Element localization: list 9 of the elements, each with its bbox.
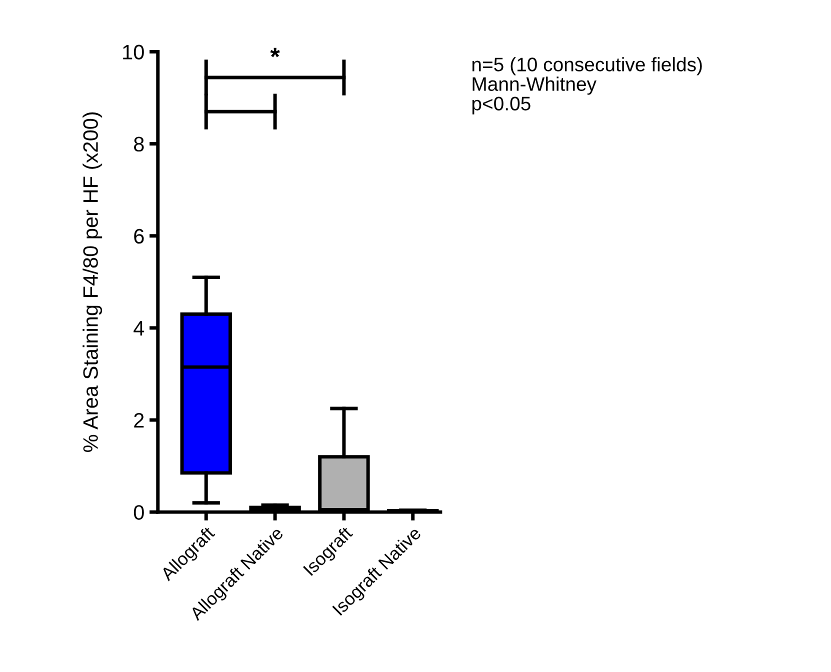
y-tick-label: 4 — [134, 321, 144, 336]
y-tick-label: 2 — [134, 413, 144, 428]
y-tick-label: 8 — [134, 136, 144, 152]
text: n=5 (10 consecutive fields) Mann-Whitney p<0.05 — [472, 57, 702, 114]
y-tick-label: 0 — [134, 505, 144, 520]
y-tick-label: 10 — [123, 44, 144, 60]
y-tick-label: 6 — [134, 228, 144, 244]
y-axis-title: % Area Staining F4/80 per HF (x200) — [82, 112, 102, 452]
annotation: * — [270, 48, 280, 58]
